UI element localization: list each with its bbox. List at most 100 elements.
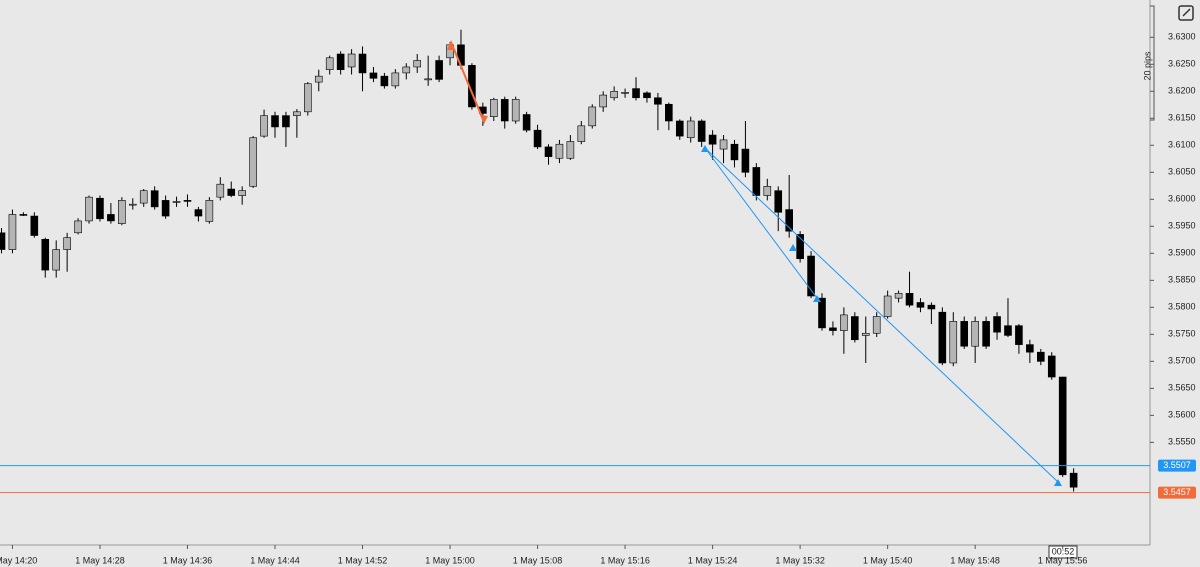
candle-body	[829, 327, 837, 331]
candle-body	[139, 190, 148, 204]
candle-body	[719, 139, 728, 150]
candle-body	[63, 237, 71, 250]
y-tick-label: 3.6050	[1168, 167, 1196, 177]
candle-body	[960, 321, 969, 347]
candle-body	[194, 209, 203, 217]
x-tick-label: 1 May 15:48	[950, 555, 1000, 565]
candle-body	[741, 148, 750, 173]
scale-label: 20 pips	[1142, 51, 1152, 81]
arrow-drawing	[450, 41, 485, 123]
candle-body	[708, 134, 717, 145]
trend-marker	[1054, 479, 1062, 486]
candle-body	[424, 78, 432, 81]
candle-body	[675, 120, 684, 137]
candle-body	[238, 190, 246, 196]
candle-body	[894, 292, 903, 299]
candle-body	[30, 215, 39, 236]
y-tick-label: 3.6200	[1168, 86, 1196, 96]
x-tick-label: 1 May 14:36	[163, 555, 213, 565]
y-tick-label: 3.6300	[1168, 32, 1196, 42]
y-tick-label: 3.6150	[1168, 113, 1196, 123]
y-tick-label: 3.5750	[1168, 329, 1196, 339]
candle-body	[665, 103, 673, 122]
y-tick-label: 3.6000	[1168, 194, 1196, 204]
trend-line	[704, 147, 818, 299]
candle-body	[391, 72, 400, 87]
candle-body	[500, 99, 509, 122]
arrow-head	[447, 40, 455, 50]
y-tick-label: 3.5900	[1168, 248, 1196, 258]
x-tick-label: 1 May 15:40	[863, 555, 913, 565]
candle-body	[785, 209, 793, 232]
plot	[0, 29, 1078, 492]
candle-body	[0, 232, 6, 250]
arrow-head	[480, 115, 488, 124]
candle-body	[938, 311, 947, 364]
candle-body	[293, 111, 301, 116]
candle-body	[1069, 472, 1078, 488]
x-tick-label: 1 May 15:56	[1038, 555, 1088, 565]
x-tick-label: 1 May 14:52	[338, 555, 388, 565]
candle-body	[872, 316, 881, 334]
candle-body	[752, 167, 761, 196]
price-label-box	[1158, 459, 1196, 472]
candle-body	[982, 321, 990, 347]
candle-body	[599, 94, 608, 108]
candle-body	[271, 115, 279, 128]
candle-body	[1047, 355, 1056, 378]
candle-body	[325, 57, 334, 70]
candle-body	[435, 60, 443, 80]
candle-body	[128, 203, 137, 206]
candle-body	[161, 200, 170, 217]
candle-body	[402, 66, 411, 74]
candle-body	[336, 53, 345, 70]
x-tick-label: 1 May 15:32	[775, 555, 825, 565]
candle-body	[774, 190, 783, 213]
y-tick-label: 3.5800	[1168, 302, 1196, 312]
y-tick-label: 3.5700	[1168, 356, 1196, 366]
candle-body	[314, 75, 323, 83]
candle-body	[304, 83, 312, 113]
candle-body	[41, 238, 50, 271]
candle-body	[260, 115, 268, 137]
scale-bracket	[1150, 5, 1155, 121]
candle-body	[85, 196, 93, 222]
candle-body	[818, 297, 826, 329]
candle-body	[216, 183, 225, 198]
candle-body	[8, 214, 17, 250]
candle-body	[347, 53, 356, 68]
candle-body	[697, 120, 706, 142]
x-tick-label: 1 May 15:08	[513, 555, 563, 565]
candle-body	[205, 200, 214, 222]
edit-icon-pen[interactable]	[1182, 8, 1191, 17]
candle-body	[610, 90, 618, 99]
candle-body	[358, 53, 367, 74]
candle-body	[588, 106, 597, 127]
price-label-box	[1158, 486, 1196, 499]
candle-body	[533, 129, 542, 148]
candle-body	[993, 316, 1001, 333]
candle-body	[577, 125, 586, 142]
candle-body	[632, 88, 640, 99]
candle-body	[413, 60, 422, 68]
edit-icon-frame[interactable]	[1178, 5, 1194, 21]
countdown: 00:52	[1052, 546, 1075, 556]
candle-body	[686, 120, 695, 139]
candle-body	[971, 321, 979, 347]
candle-body	[949, 321, 958, 364]
edit-icon[interactable]	[1178, 5, 1194, 21]
candle-body	[522, 114, 531, 131]
candle-body	[52, 249, 61, 271]
trend-line	[704, 147, 1059, 483]
candle-body	[643, 92, 651, 99]
candle-body	[916, 302, 925, 308]
candle-body	[489, 99, 498, 117]
candle-body	[883, 295, 892, 317]
candle-body	[654, 97, 662, 105]
x-tick-label: 1 May 14:20	[0, 555, 37, 565]
trend-marker	[813, 295, 821, 302]
candle-body	[19, 214, 28, 216]
candle-body	[249, 137, 257, 187]
